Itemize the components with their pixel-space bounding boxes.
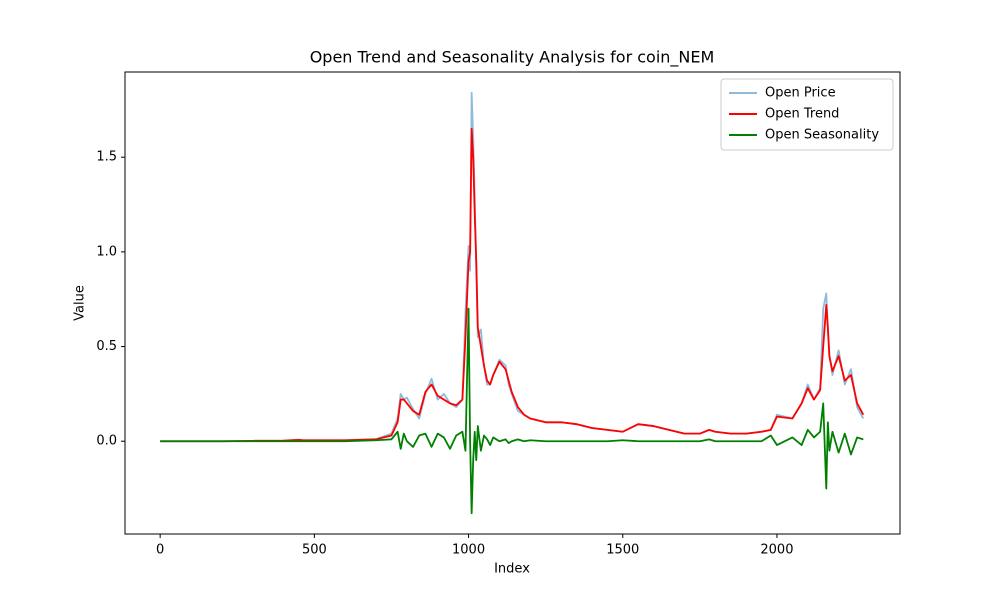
x-tick-label: 2000 [760,543,793,558]
y-tick-label: 1.5 [96,150,117,165]
legend-box [720,78,894,151]
x-axis-label: Index [494,562,530,577]
plot-frame [124,71,901,535]
y-tick-label: 0.0 [96,434,117,449]
legend-label: Open Seasonality [765,128,879,143]
y-tick-label: 1.0 [96,244,117,259]
x-tick-label: 1500 [606,543,639,558]
x-tick-label: 0 [156,543,164,558]
legend-label: Open Trend [765,107,839,122]
chart-title: Open Trend and Seasonality Analysis for … [310,48,715,68]
series-line [160,307,864,515]
legend-label: Open Price [765,86,836,101]
series-line [160,127,865,443]
y-tick-label: 0.5 [96,339,117,354]
x-tick-label: 1000 [452,543,485,558]
x-tick-label: 500 [302,543,327,558]
y-axis-label: Value [73,285,88,321]
